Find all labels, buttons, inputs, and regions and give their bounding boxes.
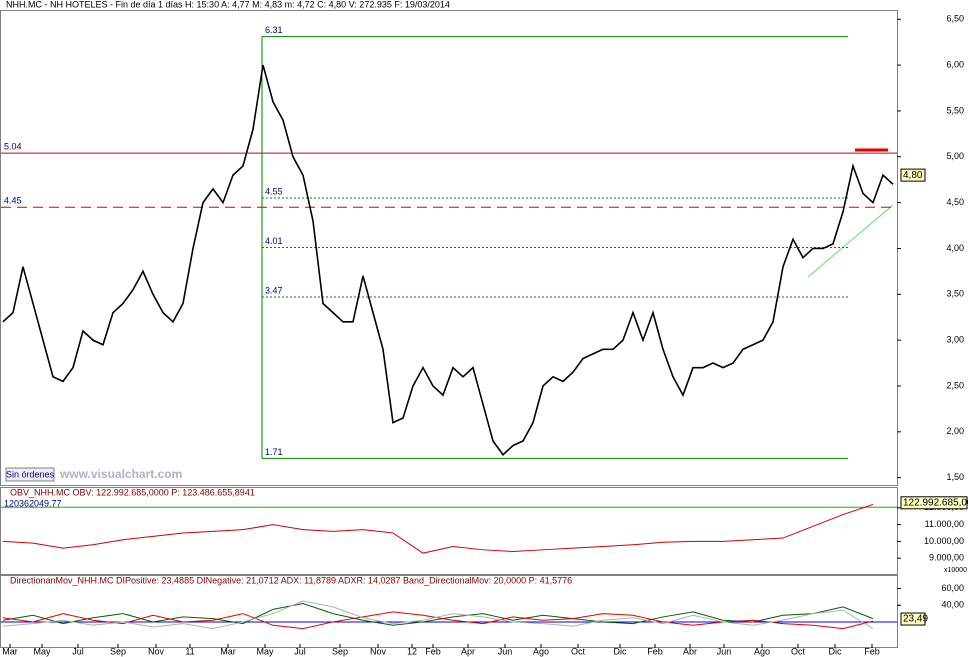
x-tick-label: Sep	[110, 646, 126, 656]
scale-note: x10000	[944, 567, 967, 574]
y-tick-label: 6,50	[946, 14, 964, 24]
x-tick-label: Oct	[791, 646, 806, 656]
x-tick-label: 11	[185, 646, 194, 656]
y-tick-label: 10.000,00	[924, 536, 964, 546]
x-tick-label: Dic	[829, 646, 842, 656]
series-line	[2, 603, 874, 626]
trend-drawing	[807, 204, 894, 278]
watermark: www.visualchart.com	[59, 467, 182, 481]
reference-label: 120362049.77	[4, 498, 62, 508]
y-tick-label: 60,00	[941, 583, 964, 593]
level-label: 4.55	[265, 186, 283, 196]
series-line	[2, 64, 894, 456]
dmi-panel	[0, 575, 898, 648]
x-tick-label: Jun	[717, 646, 732, 656]
x-tick-label: Sep	[332, 646, 348, 656]
y-tick-label: 6,00	[946, 59, 964, 69]
x-tick-label: 12	[407, 646, 417, 656]
x-tick-label: Jun	[498, 646, 513, 656]
last-value-box	[900, 168, 926, 182]
last-value-box	[900, 496, 968, 510]
series-line	[2, 611, 874, 630]
level-label: 5.04	[4, 141, 22, 151]
y-tick-label: 1,50	[946, 472, 964, 482]
series-line	[2, 503, 874, 554]
last-value-label: 122.992.685,00	[903, 497, 968, 508]
y-tick-label: 4,50	[946, 197, 964, 207]
level-label: 4.45	[4, 196, 22, 206]
level-label: 3.47	[265, 285, 283, 295]
x-tick-label: Nov	[148, 646, 165, 656]
x-tick-label: Oct	[571, 646, 586, 656]
header: NHH.MC - NH HOTELES - Fin de día 1 días …	[6, 0, 450, 9]
y-tick-label: 9.000,00	[929, 553, 964, 563]
last-value-label: 23,49	[903, 614, 928, 625]
level-label: 1.71	[265, 447, 283, 457]
y-tick-label: 2,00	[946, 426, 964, 436]
y-tick-label: 3,50	[946, 289, 964, 299]
x-tick-label: May	[256, 646, 274, 656]
panel-title: DirectionanMov_NHH.MC DIPositive: 23,488…	[10, 575, 572, 585]
x-tick-label: Nov	[370, 646, 387, 656]
y-tick-label: 40,00	[941, 600, 964, 610]
panel-title: OBV_NHH.MC OBV: 122.992.685,0000 P: 123.…	[10, 487, 255, 497]
x-tick-label: Feb	[425, 646, 441, 656]
x-tick-label: Dic	[614, 646, 627, 656]
x-tick-label: Ago	[754, 646, 770, 656]
x-tick-label: Mar	[2, 646, 18, 656]
obv-panel	[0, 487, 898, 575]
button-label[interactable]: Sin órdenes	[6, 469, 55, 479]
level-label: 4.01	[265, 236, 283, 246]
y-tick-label: 5,50	[946, 105, 964, 115]
last-value-box	[900, 612, 926, 626]
y-tick-label: 11.000,00	[925, 519, 964, 529]
y-tick-label: 2,50	[946, 380, 964, 390]
x-tick-label: Feb	[864, 646, 880, 656]
no-orders-button[interactable]	[5, 467, 55, 482]
x-tick-label: Mar	[220, 646, 236, 656]
x-tick-label: May	[33, 646, 51, 656]
x-tick-label: Feb	[647, 646, 663, 656]
series-line	[2, 600, 874, 630]
y-tick-label: 3,00	[946, 335, 964, 345]
last-value-label: 4,80	[903, 170, 923, 181]
x-tick-label: Abr	[683, 646, 697, 656]
x-tick-label: Jul	[294, 646, 306, 656]
x-tick-label: Apr	[461, 646, 475, 656]
y-tick-label: 5,00	[946, 151, 964, 161]
level-label: 6.31	[265, 25, 283, 35]
x-tick-label: Ago	[533, 646, 549, 656]
y-tick-label: 4,00	[946, 243, 964, 253]
x-tick-label: Jul	[72, 646, 84, 656]
